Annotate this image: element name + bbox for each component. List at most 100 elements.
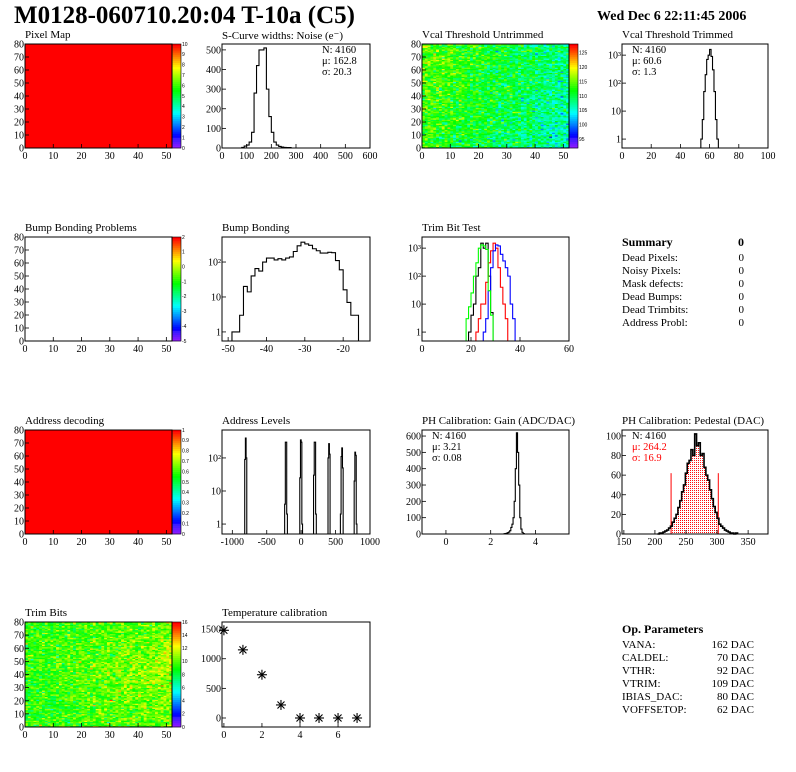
- heatmap-cell: [518, 70, 522, 72]
- heatmap-cell: [467, 106, 471, 108]
- heatmap-cell: [492, 76, 496, 79]
- heatmap-cell: [526, 129, 530, 132]
- heatmap-cell: [453, 51, 457, 54]
- heatmap-cell: [441, 77, 445, 80]
- heatmap-cell: [27, 675, 31, 678]
- heatmap-cell: [566, 89, 570, 92]
- heatmap-cell: [523, 57, 527, 59]
- colorbar-segment: [172, 98, 181, 101]
- heatmap-cell: [453, 76, 457, 79]
- heatmap-cell: [27, 724, 31, 726]
- heatmap-cell: [529, 145, 533, 147]
- heatmap-cell: [543, 115, 547, 118]
- heatmap-cell: [447, 115, 451, 118]
- heatmap-cell: [509, 131, 513, 133]
- heatmap-cell: [475, 58, 479, 60]
- heatmap-cell: [33, 709, 37, 712]
- heatmap-cell: [557, 129, 561, 132]
- heatmap-cell: [464, 127, 468, 129]
- heatmap-cell: [427, 88, 431, 90]
- heatmap-cell: [447, 59, 451, 62]
- heatmap-cell: [464, 83, 468, 85]
- heatmap-cell: [520, 75, 525, 77]
- heatmap-cell: [422, 112, 426, 115]
- heatmap-cell: [549, 92, 553, 94]
- heatmap-cell: [424, 83, 428, 85]
- heatmap-cell: [495, 54, 499, 56]
- heatmap-cell: [523, 140, 527, 142]
- heatmap-cell: [529, 75, 533, 77]
- heatmap-cell: [523, 133, 527, 136]
- heatmap-cell: [515, 103, 519, 106]
- heatmap-cell: [512, 77, 516, 80]
- heatmap-cell: [444, 71, 448, 73]
- heatmap-cell: [506, 115, 510, 118]
- heatmap-cell: [552, 116, 556, 119]
- heatmap-cell: [472, 50, 477, 53]
- heatmap-cell: [506, 131, 510, 133]
- colorbar-segment: [569, 52, 578, 55]
- heatmap-cell: [498, 137, 502, 140]
- heatmap-cell: [461, 105, 465, 107]
- heatmap-cell: [512, 145, 516, 147]
- heatmap-cell: [444, 107, 448, 110]
- heatmap-cell: [554, 101, 558, 103]
- heatmap-cell: [566, 62, 570, 64]
- heatmap-cell: [461, 133, 465, 136]
- colorbar-segment: [172, 475, 181, 479]
- heatmap-cell: [495, 102, 499, 105]
- heatmap-cell: [518, 138, 522, 141]
- heatmap-cell: [520, 118, 525, 120]
- heatmap-cell: [27, 658, 31, 661]
- heatmap-cell: [478, 129, 482, 132]
- heatmap-cell: [523, 137, 527, 140]
- heatmap-cell: [540, 92, 544, 94]
- heatmap-cell: [537, 118, 542, 120]
- heatmap-cell: [453, 92, 457, 94]
- heatmap-cell: [25, 691, 29, 694]
- heatmap-cell: [566, 49, 570, 51]
- heatmap-cell: [478, 46, 482, 49]
- heatmap-cell: [481, 107, 485, 110]
- heatmap-cell: [427, 94, 431, 97]
- heatmap-cell: [537, 88, 542, 90]
- heatmap-cell: [549, 124, 553, 127]
- heatmap-cell: [427, 119, 431, 121]
- heatmap-cell: [472, 77, 477, 80]
- heatmap-cell: [444, 86, 448, 89]
- heatmap-cell: [554, 46, 558, 49]
- heatmap-cell: [25, 645, 29, 648]
- heatmap-cell: [563, 71, 567, 73]
- heatmap-cell: [540, 72, 544, 75]
- heatmap-cell: [441, 92, 445, 94]
- heatmap-cell: [430, 98, 434, 101]
- heatmap-cell: [566, 99, 570, 102]
- heatmap-cell: [543, 72, 547, 75]
- heatmap-cell: [566, 44, 570, 46]
- heatmap-cell: [540, 105, 544, 107]
- heatmap-cell: [520, 72, 525, 75]
- heatmap-cell: [27, 629, 31, 632]
- heatmap-cell: [453, 88, 457, 90]
- heatmap-cell: [540, 71, 544, 73]
- y-tick-label: 20: [611, 510, 621, 521]
- heatmap-cell: [560, 125, 564, 128]
- x-tick-label: 0: [220, 151, 225, 162]
- heatmap-cell: [526, 105, 530, 107]
- heatmap-cell: [467, 137, 471, 140]
- heatmap-cell: [481, 145, 485, 147]
- heatmap-cell: [453, 84, 457, 86]
- heatmap-cell: [563, 90, 567, 93]
- heatmap-cell: [492, 97, 496, 99]
- heatmap-cell: [484, 84, 488, 86]
- heatmap-cell: [540, 141, 544, 144]
- heatmap-cell: [543, 98, 547, 101]
- heatmap-cell: [453, 89, 457, 92]
- heatmap-cell: [484, 62, 488, 64]
- heatmap-cell: [441, 59, 445, 62]
- heatmap-cell: [444, 47, 448, 50]
- heatmap-cell: [458, 46, 462, 49]
- heatmap-cell: [422, 71, 426, 73]
- colorbar-segment: [569, 129, 578, 132]
- heatmap-cell: [509, 79, 513, 81]
